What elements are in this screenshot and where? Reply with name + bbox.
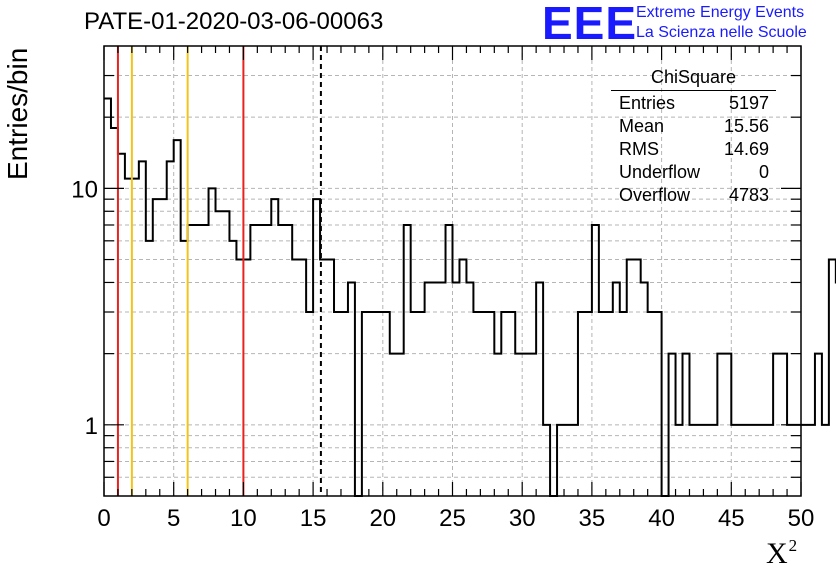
y-axis-label: Entries/bin (2, 47, 33, 180)
x-tick-label: 0 (97, 505, 110, 532)
stats-label: Underflow (619, 162, 701, 182)
stats-label: Overflow (619, 185, 691, 205)
stats-name: ChiSquare (650, 67, 737, 87)
x-tick-label: 20 (369, 505, 396, 532)
chart-title: PATE-01-2020-03-06-00063 (84, 8, 384, 35)
x-tick-label: 5 (167, 505, 180, 532)
logo-line-1: Extreme Energy Events (636, 4, 805, 21)
stats-value: 4783 (728, 185, 769, 205)
x-tick-label: 10 (230, 505, 257, 532)
eee-logo: EEE (542, 0, 638, 49)
stats-divider (611, 90, 776, 91)
histogram-line (104, 97, 836, 497)
stats-label: Mean (619, 116, 665, 136)
logo-line-2: La Scienza nelle Scuole (636, 24, 807, 41)
y-tick-label: 1 (85, 413, 98, 440)
stats-label: RMS (619, 139, 659, 159)
x-tick-label: 30 (509, 505, 536, 532)
x-axis-label: X2 (766, 536, 798, 570)
x-tick-label: 35 (579, 505, 606, 532)
x-tick-label: 45 (718, 505, 745, 532)
x-tick-label: 25 (439, 505, 466, 532)
x-tick-label: 15 (300, 505, 327, 532)
stats-value: 0 (758, 162, 769, 182)
stats-box: ChiSquare Entries 5197 Mean 15.56 RMS 14… (611, 67, 776, 210)
stats-value: 15.56 (723, 116, 769, 136)
x-tick-label: 40 (648, 505, 675, 532)
stats-value: 14.69 (723, 139, 769, 159)
y-tick-label: 10 (71, 176, 98, 203)
x-tick-label: 50 (788, 505, 815, 532)
stats-value: 5197 (728, 93, 769, 113)
stats-label: Entries (619, 93, 676, 113)
